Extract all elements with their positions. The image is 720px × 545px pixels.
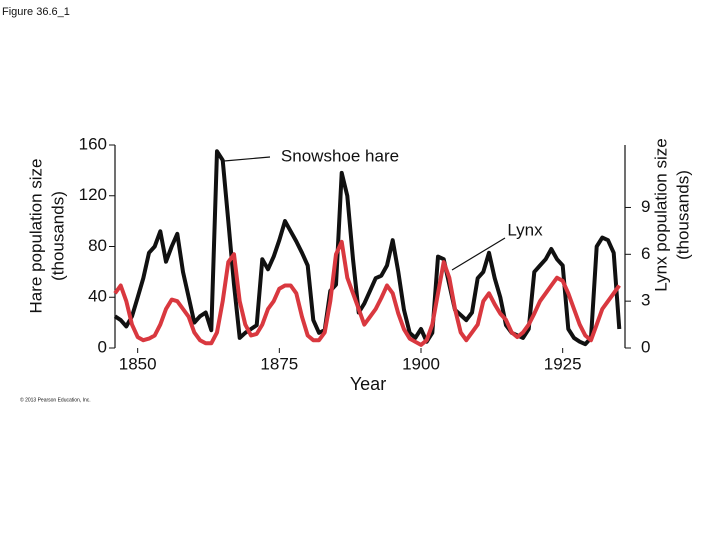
x-tick-label: 1925 bbox=[544, 354, 582, 373]
series-line bbox=[113, 239, 621, 347]
annotation: Lynx bbox=[507, 220, 543, 239]
series-line bbox=[113, 149, 622, 347]
y-tick-label: 80 bbox=[88, 236, 107, 255]
y-axis-title-line: (thousands) bbox=[48, 191, 67, 281]
annotation-leader bbox=[223, 156, 271, 162]
y2-axis-title: Lynx population size (thousands) bbox=[651, 138, 692, 291]
y-tick-label: 0 bbox=[98, 337, 107, 356]
x-tick-label: 1850 bbox=[119, 354, 157, 373]
y2-axis-title-line: (thousands) bbox=[673, 170, 692, 260]
figure-label: Figure 36.6_1 bbox=[2, 6, 70, 18]
y2-tick-label: 9 bbox=[641, 197, 650, 216]
y-tick-label: 120 bbox=[79, 185, 107, 204]
x-axis-title: Year bbox=[350, 374, 386, 394]
x-tick-label: 1875 bbox=[260, 354, 298, 373]
y-axis-title-line: Hare population size bbox=[26, 159, 45, 314]
y2-axis-title-line: Lynx population size bbox=[651, 138, 670, 291]
y2-tick-label: 6 bbox=[641, 244, 650, 263]
y-tick-label: 160 bbox=[79, 134, 107, 153]
annotation: Snowshoe hare bbox=[281, 146, 399, 165]
annotation-leader bbox=[451, 237, 506, 271]
x-tick-label: 1900 bbox=[402, 354, 440, 373]
y-tick-label: 40 bbox=[88, 287, 107, 306]
y2-tick-label: 0 bbox=[641, 337, 650, 356]
y-axis-title: Hare population size (thousands) bbox=[26, 159, 67, 314]
y2-tick-label: 3 bbox=[641, 291, 650, 310]
copyright: © 2013 Pearson Education, Inc. bbox=[20, 396, 91, 403]
